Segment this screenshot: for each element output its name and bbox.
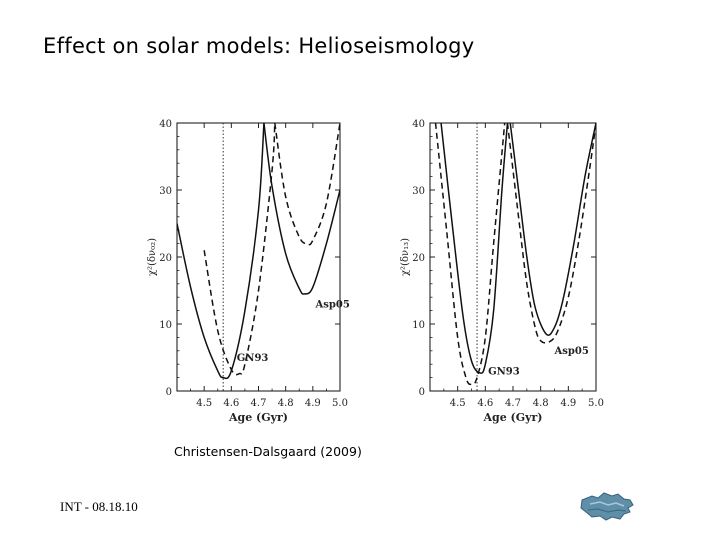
y-axis-label: χ²(δν₁₃) [400,238,411,276]
series-line-solid [263,123,340,295]
curve-annotation: GN93 [488,366,520,377]
x-tick-label: 5.0 [588,398,604,409]
series-line-dashed [506,123,596,344]
x-tick-label: 5.0 [332,398,348,409]
curve-annotation: GN93 [237,353,269,364]
plot-frame [176,122,341,392]
series-line-dashed [203,123,276,376]
x-tick-label: 4.7 [505,398,521,409]
x-axis-label: Age (Gyr) [228,411,288,424]
x-tick-label: 4.5 [196,398,212,409]
series-line-solid [509,123,596,336]
y-tick-label: 30 [159,186,172,197]
y-tick-label: 10 [159,320,172,331]
x-tick-label: 4.7 [251,398,267,409]
curve-annotation: Asp05 [315,299,350,310]
y-tick-label: 30 [412,186,425,197]
chart-panel-right: 0 10 20 30 40 4.5 4.6 4.7 4.8 4.9 5.0 Age (Gyr) χ²(δ… [400,119,604,424]
y-tick-label: 20 [159,253,172,264]
x-axis-label: Age (Gyr) [482,411,542,424]
institution-logo-icon [578,490,636,526]
chart-panel-left: 0 10 20 30 40 4.5 4.6 4.7 4.8 4.9 5.0 Age (Gyr) χ²(δ… [147,119,350,424]
x-tick-label: 4.9 [560,398,576,409]
x-tick-label: 4.6 [477,398,493,409]
series-line-dashed [274,123,340,246]
y-axis-label: χ²(δν₀₂) [147,238,158,276]
x-tick-label: 4.8 [278,398,294,409]
series-line-dashed [434,123,506,386]
x-tick-label: 4.5 [450,398,466,409]
y-tick-label: 40 [412,119,425,130]
series-line-solid [177,123,265,380]
y-tick-label: 0 [419,387,425,398]
y-tick-label: 10 [412,320,425,331]
figure-caption: Christensen-Dalsgaard (2009) [174,444,362,459]
x-tick-label: 4.8 [533,398,549,409]
y-tick-label: 20 [412,253,425,264]
y-tick-label: 0 [166,387,172,398]
footer-text: INT - 08.18.10 [60,499,138,514]
curve-annotation: Asp05 [554,346,589,357]
y-tick-label: 40 [159,119,172,130]
series-line-solid [440,123,509,374]
slide-title: Effect on solar models: Helioseismology [43,34,475,58]
x-tick-label: 4.9 [305,398,321,409]
x-tick-label: 4.6 [223,398,239,409]
